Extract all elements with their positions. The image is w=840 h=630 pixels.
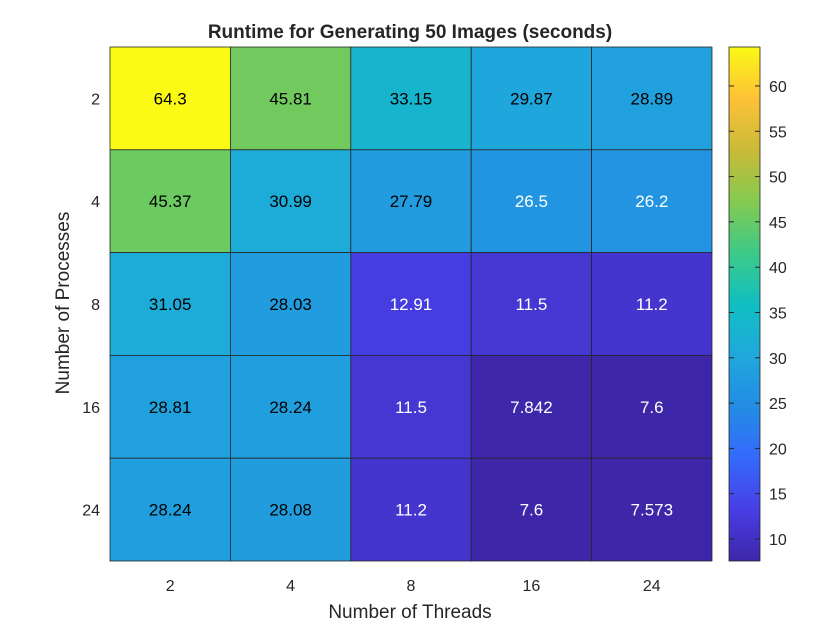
heatmap-cell [350, 46, 472, 151]
heatmap-cell [109, 457, 231, 562]
x-tick-label: 2 [166, 578, 175, 595]
cell-value-label: 29.87 [510, 89, 553, 108]
cell-value-label: 28.89 [631, 89, 674, 108]
heatmap-cell [229, 354, 352, 459]
cell-value-label: 7.6 [520, 501, 544, 520]
colorbar-tick-label: 35 [769, 305, 787, 322]
cell-value-label: 7.6 [640, 398, 664, 417]
x-tick-label: 8 [407, 578, 416, 595]
heatmap-cell [591, 457, 713, 562]
y-axis-label: Number of Processes [53, 212, 74, 395]
heatmap-cell [470, 354, 593, 459]
heatmap-cell [229, 457, 352, 562]
heatmap-cell [470, 46, 593, 151]
cell-value-label: 7.842 [510, 398, 553, 417]
cell-value-label: 11.5 [395, 398, 427, 417]
cell-value-label: 27.79 [390, 192, 433, 211]
chart-title: Runtime for Generating 50 Images (second… [208, 22, 612, 43]
x-tick-label: 4 [286, 578, 295, 595]
y-tick-label: 4 [91, 194, 100, 211]
cell-value-label: 28.03 [269, 295, 312, 314]
colorbar-tick-label: 20 [769, 441, 787, 458]
heatmap-cells: 64.3 45.81 33.15 29.87 28.89 45.37 30.99 27.79 2… [109, 46, 713, 562]
cell-value-label: 45.81 [269, 89, 312, 108]
cell-value-label: 45.37 [149, 192, 192, 211]
y-tick-label: 8 [91, 297, 100, 314]
heatmap-cell [350, 354, 472, 459]
x-axis-label: Number of Threads [328, 602, 491, 623]
heatmap-cell [591, 46, 713, 151]
heatmap-cell [350, 252, 472, 356]
heatmap-cell [350, 457, 472, 562]
colorbar-tick-label: 45 [769, 215, 787, 232]
colorbar-tick-label: 10 [769, 532, 787, 549]
colorbar-tick-label: 25 [769, 396, 787, 413]
colorbar-tick-label: 15 [769, 487, 787, 504]
y-tick-label: 2 [91, 91, 100, 108]
cell-value-label: 28.24 [149, 501, 192, 520]
colorbar-tick-label: 30 [769, 351, 787, 368]
x-tick-labels: 2 4 8 16 24 [166, 578, 661, 595]
x-tick-label: 16 [523, 578, 541, 595]
colorbar-gradient [728, 46, 761, 562]
heatmap-cell [591, 149, 713, 254]
colorbar-tick-label: 55 [769, 124, 787, 141]
colorbar-tick-label: 50 [769, 170, 787, 187]
cell-value-label: 12.91 [390, 295, 433, 314]
heatmap-cell [229, 252, 352, 356]
heatmap-cell [470, 252, 593, 356]
heatmap-cell [350, 149, 472, 254]
cell-value-label: 11.5 [515, 295, 547, 314]
cell-value-label: 30.99 [269, 192, 312, 211]
heatmap-cell [109, 354, 231, 459]
heatmap-cell [109, 46, 231, 151]
heatmap-cell [591, 354, 713, 459]
heatmap-cell [591, 252, 713, 356]
heatmap-cell [109, 149, 231, 254]
cell-value-label: 28.08 [269, 501, 312, 520]
cell-value-label: 11.2 [395, 501, 427, 520]
cell-value-label: 28.24 [269, 398, 312, 417]
cell-value-label: 31.05 [149, 295, 192, 314]
cell-value-label: 26.2 [635, 192, 668, 211]
cell-value-label: 64.3 [154, 89, 187, 108]
y-tick-label: 16 [82, 400, 100, 417]
x-tick-label: 24 [643, 578, 661, 595]
colorbar-ticks: 10 15 20 25 30 35 40 45 50 55 60 [729, 79, 787, 549]
cell-value-label: 26.5 [515, 192, 548, 211]
colorbar-tick-label: 60 [769, 79, 787, 96]
colorbar-tick-label: 40 [769, 260, 787, 277]
cell-value-label: 7.573 [631, 501, 674, 520]
y-tick-label: 24 [82, 503, 100, 520]
cell-value-label: 28.81 [149, 398, 192, 417]
cell-value-label: 11.2 [636, 295, 668, 314]
colorbar: 10 15 20 25 30 35 40 45 50 55 60 [728, 46, 787, 562]
heatmap-cell [229, 46, 352, 151]
cell-value-label: 33.15 [390, 89, 433, 108]
